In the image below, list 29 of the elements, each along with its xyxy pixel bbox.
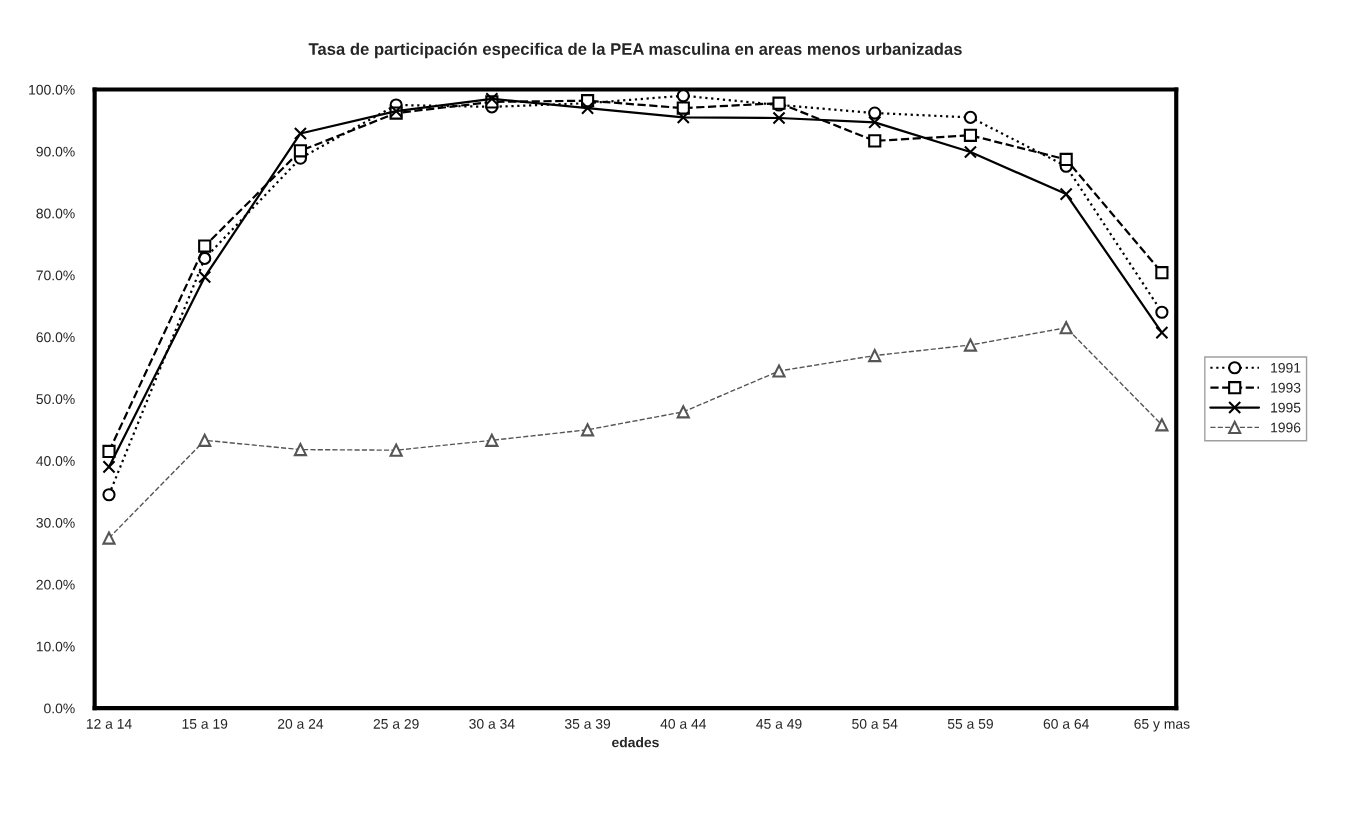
- legend-label: 1996: [1271, 422, 1301, 433]
- x-tick-label: 45 a 49: [756, 718, 802, 729]
- y-tick-label: 80.0%: [36, 208, 75, 219]
- y-tick-label: 50.0%: [36, 394, 75, 405]
- legend-label: 1991: [1271, 362, 1301, 373]
- x-tick-label: 30 a 34: [469, 718, 515, 729]
- x-tick-label: 65 y mas: [1134, 718, 1190, 732]
- x-tick-label: 55 a 59: [947, 718, 993, 729]
- legend-label: 1993: [1271, 382, 1301, 393]
- y-tick-label: 70.0%: [36, 270, 75, 281]
- x-tick-label: 40 a 44: [660, 718, 707, 729]
- y-tick-label: 30.0%: [36, 517, 75, 528]
- x-tick-label: 12 a 14: [86, 718, 132, 729]
- x-tick-label: 25 a 29: [373, 718, 419, 729]
- y-tick-label: 10.0%: [36, 641, 75, 652]
- y-tick-label: 40.0%: [36, 456, 75, 466]
- x-tick-label: 50 a 54: [852, 718, 898, 729]
- chart-title: Tasa de participación especifica de la PEA masculina en areas menos urbanizadas: [308, 42, 962, 59]
- y-tick-label: 90.0%: [36, 146, 75, 157]
- y-tick-label: 100.0%: [29, 84, 75, 95]
- x-tick-label: 15 a 19: [182, 718, 228, 729]
- y-tick-label: 20.0%: [36, 579, 75, 590]
- y-tick-label: 0.0%: [44, 703, 75, 714]
- x-tick-label: 20 a 24: [277, 718, 324, 729]
- x-tick-label: 35 a 39: [564, 718, 611, 729]
- legend-label: 1995: [1271, 402, 1301, 413]
- y-tick-label: 60.0%: [36, 332, 75, 343]
- x-axis-title: edades: [612, 737, 659, 748]
- x-tick-label: 60 a 64: [1043, 718, 1089, 729]
